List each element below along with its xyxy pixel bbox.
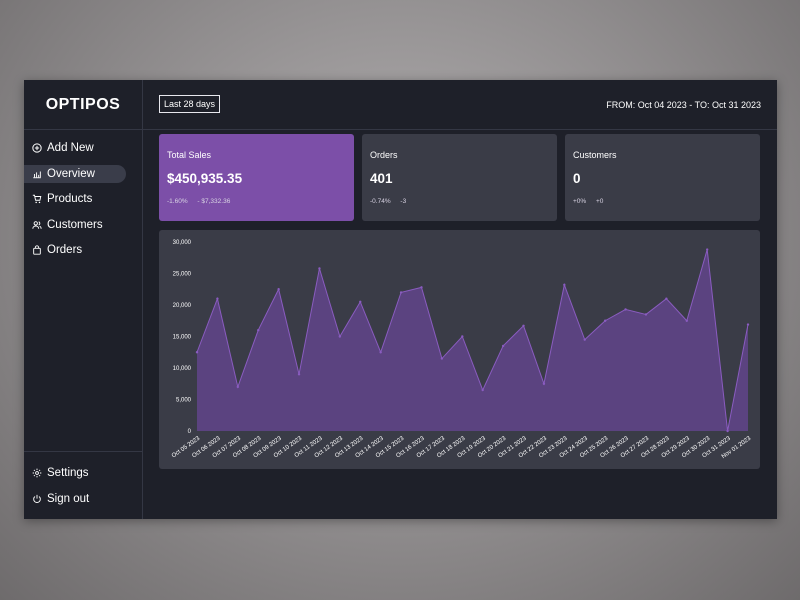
sales-line (196, 249, 749, 432)
y-tick-label: 10,000 (173, 366, 192, 372)
sidebar-bottom-nav: Settings Sign out (24, 451, 142, 519)
users-icon (32, 220, 42, 229)
data-point[interactable] (461, 335, 464, 338)
sidebar: OPTIPOS Add New Overview Products Custom… (24, 80, 143, 519)
sales-area-chart[interactable]: 05,00010,00015,00020,00025,00030,000Oct … (159, 230, 760, 469)
plus-circle-icon (32, 143, 42, 153)
sidebar-item-label: Customers (47, 218, 103, 231)
sidebar-item-overview[interactable]: Overview (24, 164, 126, 183)
card-customers[interactable]: Customers 0 +0% +0 (565, 134, 760, 221)
app-logo: OPTIPOS (24, 80, 142, 130)
data-point[interactable] (440, 357, 444, 360)
card-value: $450,935.35 (167, 171, 243, 186)
data-point[interactable] (746, 323, 750, 326)
card-delta-absolute: -3 (400, 198, 407, 205)
date-range-button[interactable]: Last 28 days (159, 95, 221, 113)
y-tick-label: 30,000 (173, 240, 192, 246)
data-point[interactable] (257, 329, 260, 332)
data-point[interactable] (195, 351, 199, 354)
data-point[interactable] (277, 288, 280, 291)
y-tick-label: 0 (188, 429, 192, 435)
data-point[interactable] (338, 335, 342, 338)
sidebar-item-add-new[interactable]: Add New (24, 139, 126, 157)
sidebar-item-label: Settings (47, 467, 89, 479)
data-point[interactable] (420, 286, 423, 289)
sidebar-item-customers[interactable]: Customers (24, 216, 126, 234)
y-tick-label: 20,000 (173, 303, 192, 309)
data-point[interactable] (318, 267, 321, 270)
card-delta-percent: -0.74% (370, 198, 391, 205)
data-point[interactable] (665, 297, 668, 300)
data-point[interactable] (685, 319, 688, 322)
card-delta: +0% +0 (573, 198, 611, 205)
data-point[interactable] (379, 351, 382, 354)
app-window: OPTIPOS Add New Overview Products Custom… (24, 80, 777, 519)
cart-icon (32, 194, 42, 204)
data-point[interactable] (542, 382, 546, 385)
card-label: Total Sales (167, 150, 212, 160)
card-label: Orders (370, 150, 398, 160)
sidebar-item-label: Sign out (47, 492, 90, 505)
data-point[interactable] (644, 313, 648, 316)
card-label: Customers (573, 150, 617, 160)
card-delta: -1.60% - $7,332.36 (167, 198, 238, 205)
data-point[interactable] (522, 324, 525, 327)
card-delta-percent: -1.60% (167, 198, 188, 205)
card-delta-absolute: +0 (596, 198, 604, 205)
sidebar-item-settings[interactable]: Settings (24, 464, 126, 482)
card-delta: -0.74% -3 (370, 198, 414, 205)
power-icon (33, 494, 41, 503)
sidebar-item-orders[interactable]: Orders (24, 241, 126, 259)
data-point[interactable] (583, 338, 586, 341)
data-point[interactable] (501, 344, 505, 348)
data-point[interactable] (563, 283, 566, 287)
sidebar-item-products[interactable]: Products (24, 190, 126, 208)
sales-area (197, 249, 748, 431)
bag-icon (33, 245, 41, 255)
card-delta-absolute: - $7,332.36 (197, 198, 231, 205)
sidebar-item-label: Products (47, 193, 93, 205)
y-tick-label: 25,000 (173, 272, 192, 278)
data-point[interactable] (726, 429, 729, 433)
date-range-label: FROM: Oct 04 2023 - TO: Oct 31 2023 (606, 100, 761, 110)
card-value: 401 (370, 171, 393, 186)
y-tick-label: 5,000 (176, 398, 192, 404)
data-point[interactable] (705, 248, 709, 251)
card-orders[interactable]: Orders 401 -0.74% -3 (362, 134, 557, 221)
data-point[interactable] (297, 373, 301, 376)
header: Last 28 days FROM: Oct 04 2023 - TO: Oct… (143, 80, 777, 130)
stat-cards: Total Sales $450,935.35 -1.60% - $7,332.… (159, 134, 760, 221)
data-point[interactable] (399, 291, 403, 294)
main-content: Last 28 days FROM: Oct 04 2023 - TO: Oct… (143, 80, 777, 519)
data-point[interactable] (603, 319, 607, 322)
card-total-sales[interactable]: Total Sales $450,935.35 -1.60% - $7,332.… (159, 134, 354, 221)
sidebar-item-label: Orders (47, 244, 83, 256)
sidebar-item-label: Overview (47, 167, 95, 180)
card-delta-percent: +0% (573, 198, 587, 205)
sidebar-item-sign-out[interactable]: Sign out (24, 490, 126, 508)
data-point[interactable] (481, 388, 484, 392)
data-point[interactable] (216, 297, 219, 300)
sales-chart-panel: 0 5,000 10,000 15,000 20,000 25,000 30,000 Oct … (159, 230, 760, 469)
sidebar-nav: Add New Overview Products Customers Orde… (24, 130, 142, 267)
data-point[interactable] (359, 300, 362, 304)
sidebar-item-label: Add New (47, 142, 94, 154)
chart-icon (33, 171, 41, 178)
card-value: 0 (573, 171, 581, 186)
data-point[interactable] (624, 308, 627, 311)
gear-icon (32, 468, 42, 478)
y-tick-label: 15,000 (173, 335, 192, 341)
data-point[interactable] (236, 385, 240, 389)
